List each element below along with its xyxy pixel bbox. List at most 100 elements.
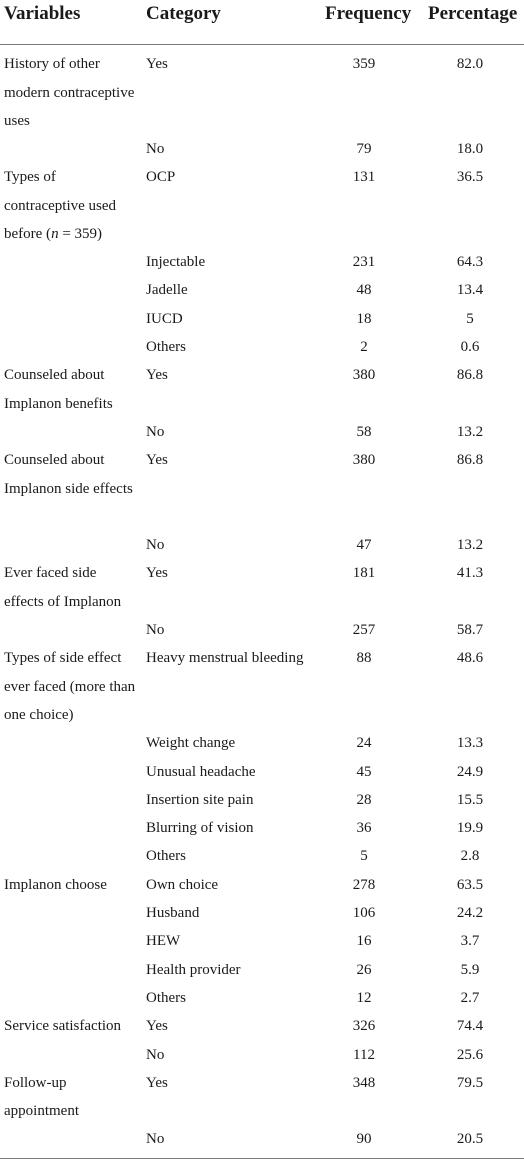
percentage-cell: 63.5 [456, 876, 484, 893]
frequency-cell: 26 [356, 961, 372, 978]
header-category: Category [146, 3, 221, 24]
frequency-cell: 12 [356, 989, 372, 1006]
percentage-cell: 74.4 [456, 1018, 484, 1035]
percentage-cell: 48.6 [456, 650, 484, 667]
variable-cell: Counseled about Implanon side effects [4, 452, 133, 497]
frequency-cell: 359 [352, 56, 376, 72]
frequency-cell: 18 [356, 310, 372, 327]
category-cell: Yes [146, 1018, 168, 1035]
percentage-cell: 19.9 [456, 820, 484, 837]
variable-cell: Implanon choose [4, 876, 107, 893]
frequency-cell: 28 [356, 791, 372, 808]
header-frequency: Frequency [325, 3, 412, 24]
frequency-cell: 45 [356, 763, 372, 780]
percentage-cell: 25.6 [456, 1046, 484, 1063]
percentage-cell: 79.5 [456, 1074, 484, 1091]
category-cell: No [146, 423, 165, 440]
frequency-cell: 348 [352, 1074, 376, 1091]
frequency-cell: 79 [356, 140, 372, 157]
percentage-cell: 5 [466, 310, 474, 327]
percentage-cell: 36.5 [456, 169, 484, 186]
frequency-cell: 112 [353, 1046, 375, 1063]
frequency-cell: 24 [356, 735, 372, 752]
frequency-cell: 88 [356, 650, 372, 667]
percentage-cell: 0.6 [460, 339, 480, 355]
category-cell: Weight change [146, 735, 236, 752]
percentage-cell: 24.9 [456, 763, 484, 780]
percentage-cell: 13.2 [456, 537, 484, 554]
percentage-cell: 82.0 [456, 56, 484, 72]
percentage-cell: 18.0 [456, 140, 484, 157]
frequency-cell: 231 [352, 254, 376, 271]
category-cell: Insertion site pain [146, 791, 254, 808]
percentage-cell: 2.8 [460, 848, 480, 865]
category-cell: Others [146, 339, 186, 355]
variable-cell: Counseled about Implanon benefits [4, 367, 113, 412]
category-cell: No [146, 537, 165, 554]
percentage-cell: 3.7 [460, 933, 480, 950]
percentage-cell: 64.3 [456, 254, 484, 271]
percentage-cell: 5.9 [460, 961, 480, 978]
frequency-cell: 48 [356, 282, 372, 299]
category-cell: Injectable [146, 254, 206, 271]
category-cell: Yes [146, 367, 168, 384]
category-cell: Own choice [146, 876, 219, 893]
header-rule [0, 44, 524, 45]
variable-cell: Service satisfaction [4, 1018, 122, 1035]
category-cell: No [146, 1046, 165, 1063]
category-cell: Heavy menstrual bleeding [146, 650, 304, 667]
frequency-cell: 36 [356, 820, 372, 837]
frequency-cell: 47 [356, 537, 372, 554]
frequency-cell: 380 [352, 452, 376, 469]
category-cell: Yes [146, 565, 168, 582]
percentage-cell: 13.3 [456, 735, 484, 752]
category-cell: IUCD [146, 310, 183, 327]
percentage-cell: 86.8 [456, 452, 484, 469]
percentage-cell: 13.4 [456, 282, 484, 299]
percentage-cell: 15.5 [456, 791, 484, 808]
variable-cell: Ever faced side effects of Implanon [4, 565, 122, 610]
category-cell: Yes [146, 452, 168, 469]
header-percentage: Percentage [428, 3, 518, 24]
category-cell: Husband [146, 905, 200, 921]
frequency-cell: 16 [356, 933, 372, 950]
frequency-cell: 326 [352, 1018, 376, 1035]
header-variables: Variables [4, 3, 81, 24]
variable-cell: History of other modern contraceptive us… [4, 56, 135, 129]
category-cell: Others [146, 989, 186, 1006]
category-cell: No [146, 1131, 165, 1148]
category-cell: OCP [146, 169, 176, 186]
percentage-cell: 41.3 [456, 565, 484, 582]
frequency-cell: 380 [352, 367, 376, 384]
variable-cell: Follow-up appointment [4, 1074, 79, 1120]
percentage-cell: 86.8 [456, 367, 484, 384]
frequency-cell: 131 [352, 169, 376, 186]
frequency-cell: 257 [352, 622, 376, 638]
bottom-rule [0, 1157, 524, 1159]
category-cell: No [146, 622, 165, 638]
frequency-cell: 5 [360, 848, 368, 865]
frequency-cell: 278 [352, 876, 376, 893]
variable-cell: Types of side effect ever faced (more th… [4, 650, 136, 724]
frequency-cell: 90 [356, 1131, 372, 1148]
frequency-cell: 58 [356, 423, 372, 440]
variable-cell: Types of contraceptive used before (n = … [4, 169, 117, 243]
frequency-cell: 2 [360, 339, 368, 355]
category-cell: Health provider [146, 961, 241, 978]
frequency-cell: 181 [352, 565, 376, 582]
category-cell: Jadelle [146, 282, 188, 299]
percentage-cell: 24.2 [456, 905, 484, 921]
percentage-cell: 13.2 [456, 423, 484, 440]
frequency-cell: 106 [352, 905, 376, 921]
percentage-cell: 20.5 [456, 1131, 484, 1148]
percentage-cell: 58.7 [456, 622, 484, 638]
category-cell: Blurring of vision [146, 820, 254, 837]
category-cell: HEW [146, 933, 181, 950]
table-header: Variables Category Frequency Percentage [0, 0, 524, 44]
percentage-cell: 2.7 [460, 989, 480, 1006]
category-cell: Others [146, 848, 186, 865]
category-cell: Unusual headache [146, 763, 256, 780]
category-cell: Yes [146, 56, 168, 72]
category-cell: No [146, 140, 165, 157]
category-cell: Yes [146, 1074, 168, 1091]
